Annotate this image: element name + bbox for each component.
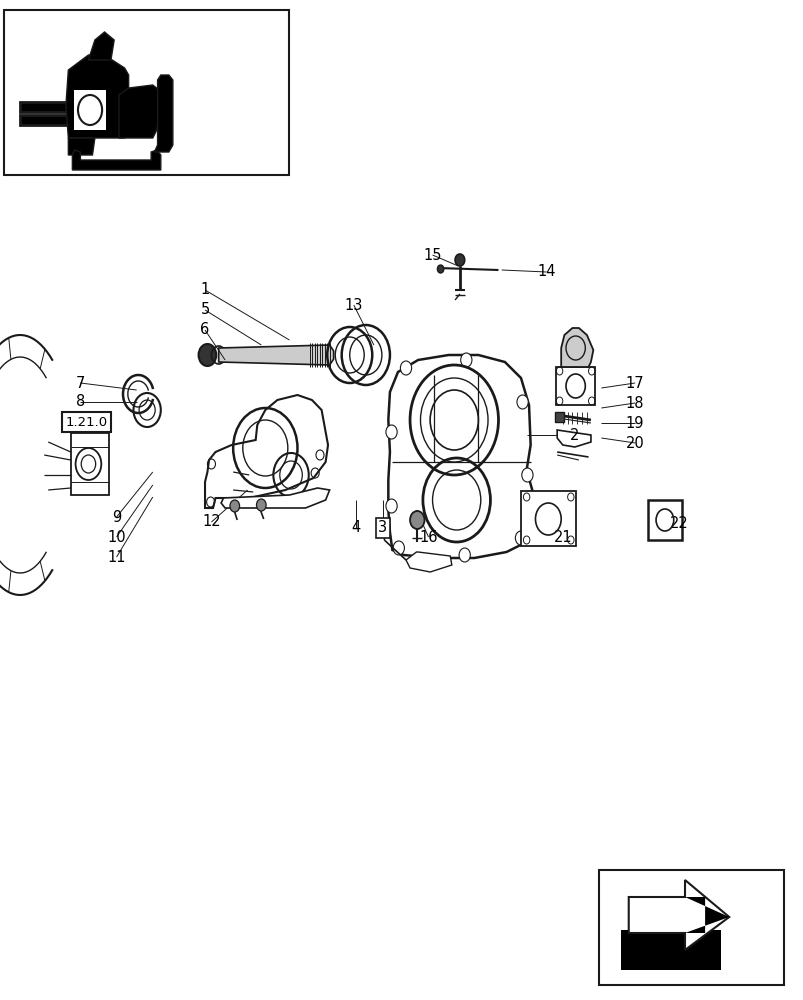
Text: 11: 11 (107, 550, 126, 564)
Polygon shape (628, 880, 728, 950)
Bar (520, 491, 575, 546)
Polygon shape (406, 552, 451, 572)
Text: 16: 16 (418, 530, 438, 544)
Circle shape (521, 468, 532, 482)
Text: 15: 15 (422, 247, 442, 262)
Polygon shape (556, 430, 590, 447)
Polygon shape (560, 328, 593, 367)
Circle shape (437, 265, 443, 273)
Bar (4, 10, 289, 175)
Circle shape (516, 395, 528, 409)
Circle shape (393, 541, 404, 555)
Circle shape (459, 548, 470, 562)
Text: 5: 5 (200, 302, 210, 318)
Text: 18: 18 (625, 395, 644, 410)
Polygon shape (154, 75, 173, 152)
Bar (20, 102, 68, 112)
Text: 1: 1 (200, 282, 210, 298)
Circle shape (410, 511, 424, 529)
Text: 7: 7 (75, 375, 85, 390)
Text: 8: 8 (75, 394, 85, 410)
Circle shape (230, 500, 239, 512)
Circle shape (385, 425, 397, 439)
Bar (556, 367, 594, 405)
Polygon shape (68, 138, 95, 155)
Circle shape (454, 254, 464, 266)
Text: 14: 14 (536, 264, 556, 279)
Polygon shape (205, 395, 328, 508)
Text: 21: 21 (552, 530, 572, 544)
Bar (647, 500, 681, 540)
Text: 20: 20 (625, 436, 644, 450)
Text: 2: 2 (569, 428, 579, 442)
Text: 9: 9 (112, 510, 121, 524)
Polygon shape (684, 897, 728, 933)
Text: 17: 17 (625, 375, 644, 390)
Bar (620, 930, 720, 970)
Text: 4: 4 (351, 520, 361, 536)
Text: 10: 10 (107, 530, 126, 544)
Text: 13: 13 (344, 298, 362, 312)
Polygon shape (388, 355, 532, 558)
Text: 6: 6 (200, 322, 210, 338)
Circle shape (256, 499, 266, 511)
Polygon shape (88, 32, 114, 60)
Polygon shape (218, 345, 333, 365)
Text: 1.21.0: 1.21.0 (66, 416, 108, 428)
Polygon shape (119, 85, 161, 138)
Polygon shape (221, 488, 329, 508)
Circle shape (460, 353, 471, 367)
Text: 12: 12 (202, 514, 221, 530)
Circle shape (515, 531, 526, 545)
Polygon shape (66, 55, 128, 138)
Circle shape (198, 344, 216, 366)
Circle shape (400, 361, 411, 375)
Bar (71, 433, 109, 495)
Circle shape (385, 499, 397, 513)
Text: 22: 22 (669, 516, 688, 530)
Text: 3: 3 (377, 520, 387, 536)
Bar (598, 870, 783, 985)
Bar (554, 412, 564, 422)
Bar (20, 115, 68, 125)
Bar (74, 90, 106, 130)
Text: 19: 19 (625, 416, 644, 430)
Polygon shape (72, 150, 161, 170)
